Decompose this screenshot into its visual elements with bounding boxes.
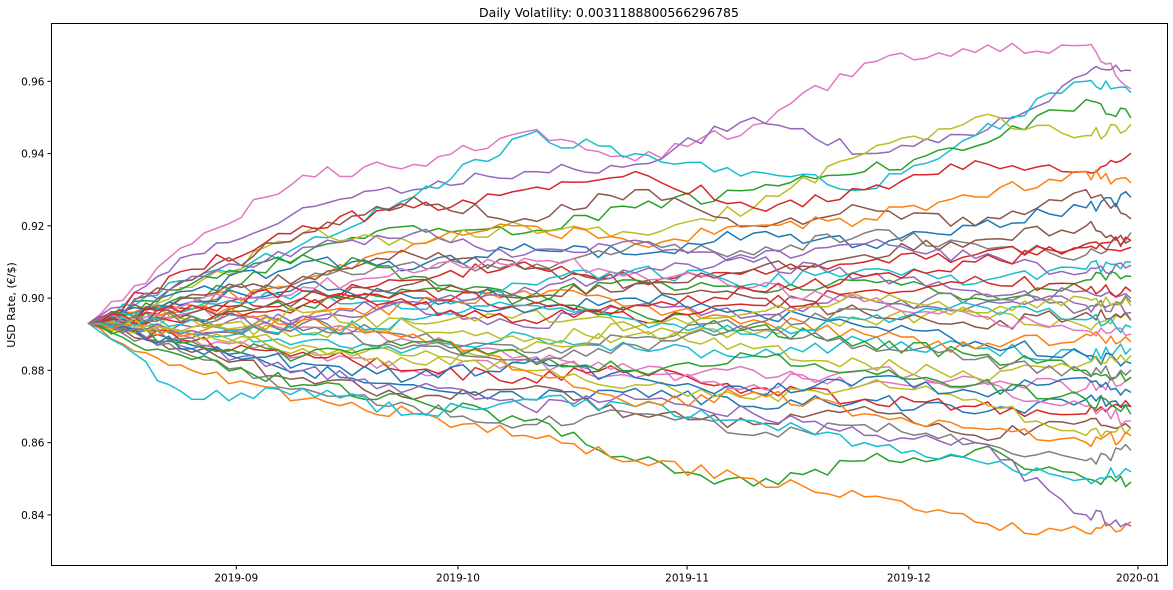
series-line-32 <box>87 259 1132 328</box>
series-line-7 <box>87 188 1132 325</box>
series-line-3 <box>87 79 1132 325</box>
series-line-38 <box>87 317 1132 448</box>
series-line-44 <box>87 291 1132 344</box>
series-line-25 <box>87 317 1132 438</box>
series-line-27 <box>87 280 1132 367</box>
y-tick-label-6: 0.94 <box>21 149 45 161</box>
y-tick-label-2: 0.86 <box>21 438 45 450</box>
x-tick-label-4: 2019-12 <box>887 573 931 585</box>
series-layer <box>87 42 1132 536</box>
series-line-15 <box>87 320 1132 362</box>
y-tick-label-3: 0.88 <box>21 365 44 377</box>
series-line-1 <box>87 42 1132 325</box>
series-line-31 <box>87 228 1132 325</box>
series-line-42 <box>87 301 1132 339</box>
series-line-9 <box>87 190 1132 325</box>
series-line-21 <box>87 322 1132 536</box>
y-tick-label-1: 0.84 <box>21 510 45 522</box>
y-axis-label: USD Rate, (€/$) <box>5 262 18 348</box>
x-tick-label-5: 2020-01 <box>1116 573 1160 585</box>
series-line-35 <box>87 322 1132 383</box>
x-tick-label-1: 2019-09 <box>214 573 258 585</box>
series-line-19 <box>87 322 1132 465</box>
series-line-37 <box>87 322 1132 398</box>
series-line-40 <box>87 220 1132 325</box>
series-line-22 <box>87 322 1132 528</box>
y-tick-label-4: 0.90 <box>21 293 44 305</box>
series-line-43 <box>87 235 1132 325</box>
x-tick-label-3: 2019-11 <box>665 573 709 585</box>
series-line-4 <box>87 98 1132 325</box>
x-tick-label-2: 2019-10 <box>436 573 480 585</box>
series-line-2 <box>87 64 1132 325</box>
plot-frame <box>51 23 1168 566</box>
series-line-39 <box>87 322 1132 415</box>
chart-title: Daily Volatility: 0.0031188800566296785 <box>479 5 739 20</box>
series-line-34 <box>87 292 1132 354</box>
x-axis: 2019-09 2019-10 2019-11 2019-12 2020-01 <box>214 565 1160 585</box>
y-axis: 0.84 0.86 0.88 0.90 0.92 0.94 0.96 <box>21 76 52 522</box>
series-line-45 <box>87 310 1132 379</box>
series-line-5 <box>87 113 1132 325</box>
y-tick-label-5: 0.92 <box>21 221 44 233</box>
y-tick-label-7: 0.96 <box>21 76 45 88</box>
